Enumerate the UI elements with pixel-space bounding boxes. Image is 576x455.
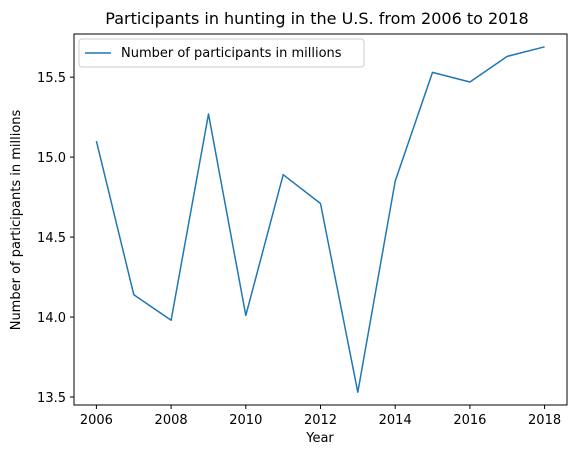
data-point — [170, 319, 172, 321]
data-point — [133, 293, 135, 295]
data-point — [282, 174, 284, 176]
x-tick-label: 2016 — [453, 413, 486, 428]
chart-title: Participants in hunting in the U.S. from… — [105, 9, 528, 28]
y-axis: 13.5 14.0 14.5 15.0 15.5 — [37, 71, 74, 406]
x-tick-label: 2006 — [80, 413, 113, 428]
x-tick-label: 2014 — [379, 413, 412, 428]
x-axis: 2006 2008 2010 2012 2014 2016 2018 — [80, 405, 561, 428]
y-tick-label: 14.5 — [37, 231, 66, 246]
y-tick-label: 15.5 — [37, 71, 66, 86]
y-tick-label: 14.0 — [37, 311, 66, 326]
x-axis-title: Year — [305, 431, 334, 446]
y-tick-label: 15.0 — [37, 151, 66, 166]
data-point — [543, 46, 545, 48]
data-point — [207, 113, 209, 115]
data-point — [245, 314, 247, 316]
plot-frame — [74, 34, 567, 405]
y-axis-title: Number of participants in millions — [9, 109, 24, 330]
data-point — [95, 140, 97, 142]
data-point — [431, 71, 433, 73]
x-tick-label: 2008 — [155, 413, 188, 428]
data-point — [319, 202, 321, 204]
plot-area — [74, 34, 567, 405]
data-point — [506, 55, 508, 57]
x-tick-label: 2018 — [528, 413, 561, 428]
x-tick-label: 2010 — [229, 413, 262, 428]
legend-label: Number of participants in millions — [121, 46, 342, 61]
data-point — [469, 81, 471, 83]
legend: Number of participants in millions — [79, 39, 364, 67]
data-point — [394, 180, 396, 182]
x-tick-label: 2012 — [304, 413, 337, 428]
y-tick-label: 13.5 — [37, 391, 66, 406]
data-point — [357, 391, 359, 393]
